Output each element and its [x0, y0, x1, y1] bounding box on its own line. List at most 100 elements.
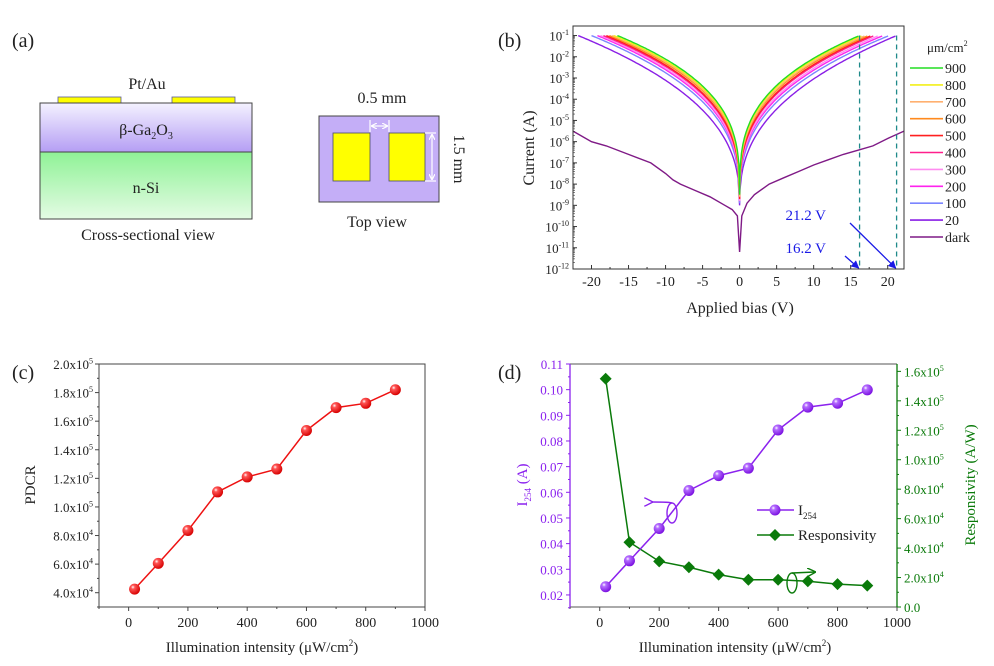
data-point: [129, 583, 141, 595]
data-point-i254: [623, 555, 635, 567]
y-tick-label: 6.0x104: [53, 557, 93, 572]
data-point: [330, 402, 342, 414]
y-tick-label: 1.4x105: [53, 442, 93, 457]
panel-b-label: (b): [498, 30, 521, 52]
panel-b-x-axis: -20 -15 -10 -5 0 5 10 15 20: [572, 265, 895, 290]
y-tick-label: 10-7: [549, 155, 569, 170]
panel-b-plot-frame: [572, 25, 905, 270]
panel-a-label: (a): [12, 30, 34, 52]
legend-marker-responsivity: [769, 529, 781, 541]
x-tick-label: 1000: [883, 616, 911, 631]
y-left-tick-label: 0.10: [540, 383, 563, 398]
contact-left: [57, 96, 122, 104]
panel-d-chart: (d) 0 200 400 600 800 1000 0.020.030.040.050.…: [498, 357, 979, 656]
cross-section-caption: Cross-sectional view: [81, 227, 215, 244]
y-tick-label: 10-1: [549, 28, 569, 43]
data-point: [241, 471, 253, 483]
y-right-tick-label: 1.2x105: [904, 423, 944, 438]
data-point: [182, 525, 194, 537]
y-tick-label: 10-11: [546, 240, 569, 255]
top-view-electrode-left: [332, 132, 371, 182]
x-tick-label: -20: [582, 275, 601, 290]
y-right-tick-label: 8.0x104: [904, 482, 944, 497]
panel-c-x-axis-title: Illumination intensity (μW/cm2): [166, 638, 359, 656]
panel-d-right-y-axis-title: Responsivity (A/W): [963, 424, 979, 545]
annotation-arrow-icon: [844, 255, 860, 269]
panel-d-legend: I254 Responsivity: [757, 503, 877, 544]
top-view-caption: Top view: [347, 214, 407, 231]
series-line-900: [617, 34, 859, 195]
legend-label-dark: dark: [945, 231, 970, 246]
y-left-tick-label: 0.09: [540, 408, 563, 423]
data-point: [389, 384, 401, 396]
x-tick-label: 10: [807, 275, 821, 290]
panel-c-series: [129, 384, 401, 595]
si-label: n-Si: [133, 180, 160, 197]
panel-d-left-y-axis-title: I254 (A): [515, 463, 533, 506]
y-tick-label: 10-12: [545, 262, 569, 277]
panel-b-guide-lines: [858, 35, 898, 269]
panel-d-right-y-axis: 0.0 2.0x104 4.0x104 6.0x104 8.0x104 1.0x105 1.…: [897, 364, 944, 615]
x-tick-label: 400: [708, 616, 729, 631]
gap-dimension-arrow: [369, 120, 390, 132]
series-line-300: [600, 34, 878, 202]
series-line-pdcr: [134, 389, 396, 590]
legend-label-900: 900: [945, 62, 966, 77]
contact-right: [171, 96, 236, 104]
ga2o3-label: β-Ga2O3: [119, 122, 173, 142]
x-tick-label: -5: [697, 275, 709, 290]
panel-b-y-axis: 10-1 10-2 10-3 10-4 10-5 10-6 10-7 10-8 10-9 10-1…: [545, 28, 577, 277]
y-tick-label: 10-10: [545, 219, 569, 234]
y-left-tick-label: 0.11: [541, 357, 563, 372]
data-point-responsivity: [801, 575, 814, 588]
y-tick-label: 10-6: [549, 134, 569, 149]
data-point-i254: [802, 401, 814, 413]
legend-label-700: 700: [945, 96, 966, 111]
x-tick-label: 0: [596, 616, 603, 631]
series-line-responsivity: [604, 378, 868, 587]
x-tick-label: 800: [827, 616, 848, 631]
height-dimension-arrow: [425, 132, 436, 182]
y-tick-label: 4.0x104: [53, 585, 93, 600]
data-point-responsivity: [599, 372, 612, 385]
series-line-20: [577, 34, 896, 206]
x-tick-label: 1000: [411, 616, 439, 631]
y-tick-label: 10-3: [549, 71, 569, 86]
panel-b-y-axis-title: Current (A): [521, 110, 538, 185]
y-left-tick-label: 0.02: [540, 588, 563, 603]
y-left-tick-label: 0.04: [540, 537, 563, 552]
legend-label-400: 400: [945, 147, 966, 162]
x-tick-label: 600: [768, 616, 789, 631]
data-point-i254: [832, 397, 844, 409]
x-tick-label: 200: [177, 616, 198, 631]
data-point: [360, 397, 372, 409]
right-axis-indicator-loop: [786, 572, 798, 594]
panel-a: (a) Pt/Au β-Ga2O3 n-Si Cross-sectional v…: [12, 30, 467, 244]
right-axis-indicator-arrow-icon: [791, 572, 815, 573]
top-view-electrode-right: [388, 132, 426, 182]
annotation-arrow-icon: [849, 222, 897, 269]
panel-c-label: (c): [12, 362, 34, 384]
y-right-tick-label: 2.0x104: [904, 570, 944, 585]
height-dimension-label: 1.5 mm: [450, 135, 467, 184]
contact-label: Pt/Au: [128, 76, 165, 93]
x-tick-label: 20: [881, 275, 895, 290]
panel-d-series: [599, 372, 874, 593]
y-left-tick-label: 0.05: [540, 511, 563, 526]
y-right-tick-label: 1.0x105: [904, 452, 944, 467]
panel-b-x-axis-title: Applied bias (V): [686, 300, 794, 317]
x-tick-label: -15: [619, 275, 638, 290]
data-point-responsivity: [623, 536, 636, 549]
x-tick-label: 800: [355, 616, 376, 631]
panel-d-left-y-axis: 0.02 0.03 0.04 0.05 0.06 0.07 0.08 0.09 0.10 0.11: [540, 357, 570, 609]
panel-d-x-axis-title: Illumination intensity (μW/cm2): [639, 638, 832, 656]
y-tick-label: 1.2x105: [53, 471, 93, 486]
data-point-i254: [600, 581, 612, 593]
x-tick-label: 0: [736, 275, 743, 290]
legend-label-800: 800: [945, 79, 966, 94]
x-tick-label: 600: [296, 616, 317, 631]
legend-label-600: 600: [945, 113, 966, 128]
legend-label-100: 100: [945, 197, 966, 212]
y-tick-label: 10-2: [549, 49, 569, 64]
